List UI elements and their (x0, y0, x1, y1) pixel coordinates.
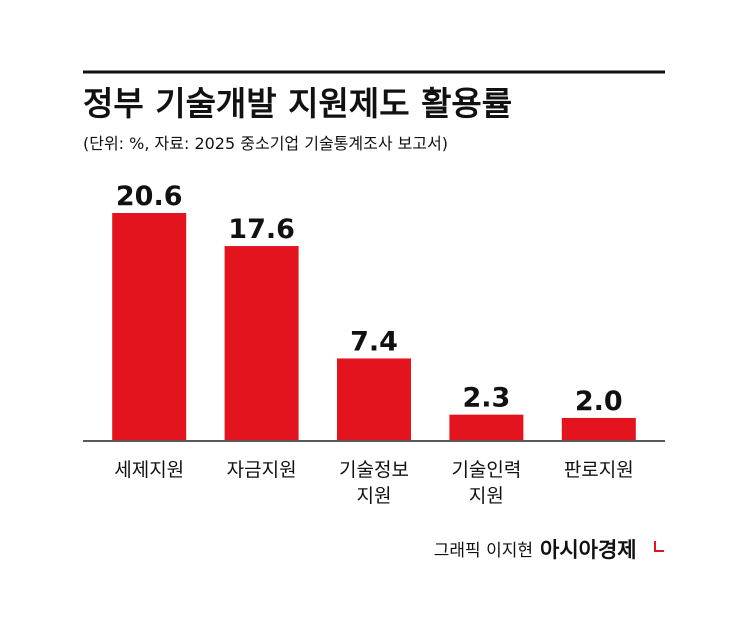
bar (224, 246, 299, 440)
logo-mark (654, 541, 664, 552)
value-label: 2.0 (575, 386, 623, 417)
chart-title: 정부 기술개발 지원제도 활용률 (83, 84, 512, 123)
x-tick-label: 기술정보 지원 (339, 459, 409, 507)
source-logo: 아시아경제 (540, 538, 637, 562)
x-tick-label: 세제지원 (114, 459, 184, 481)
value-label: 20.6 (116, 181, 183, 212)
value-label: 2.3 (462, 383, 510, 414)
x-tick-label: 판로지원 (564, 459, 634, 481)
x-tick-label: 자금지원 (227, 459, 297, 481)
bar (112, 213, 187, 440)
credit: 그래픽 이지현 (434, 541, 533, 561)
value-label: 17.6 (228, 214, 295, 245)
bar (449, 414, 524, 440)
chart-subtitle: (단위: %, 자료: 2025 중소기업 기술통계조사 보고서) (83, 134, 448, 153)
bar (561, 417, 636, 440)
x-tick-label: 기술인력 지원 (451, 459, 521, 507)
bar (337, 358, 411, 440)
value-label: 7.4 (350, 326, 398, 357)
